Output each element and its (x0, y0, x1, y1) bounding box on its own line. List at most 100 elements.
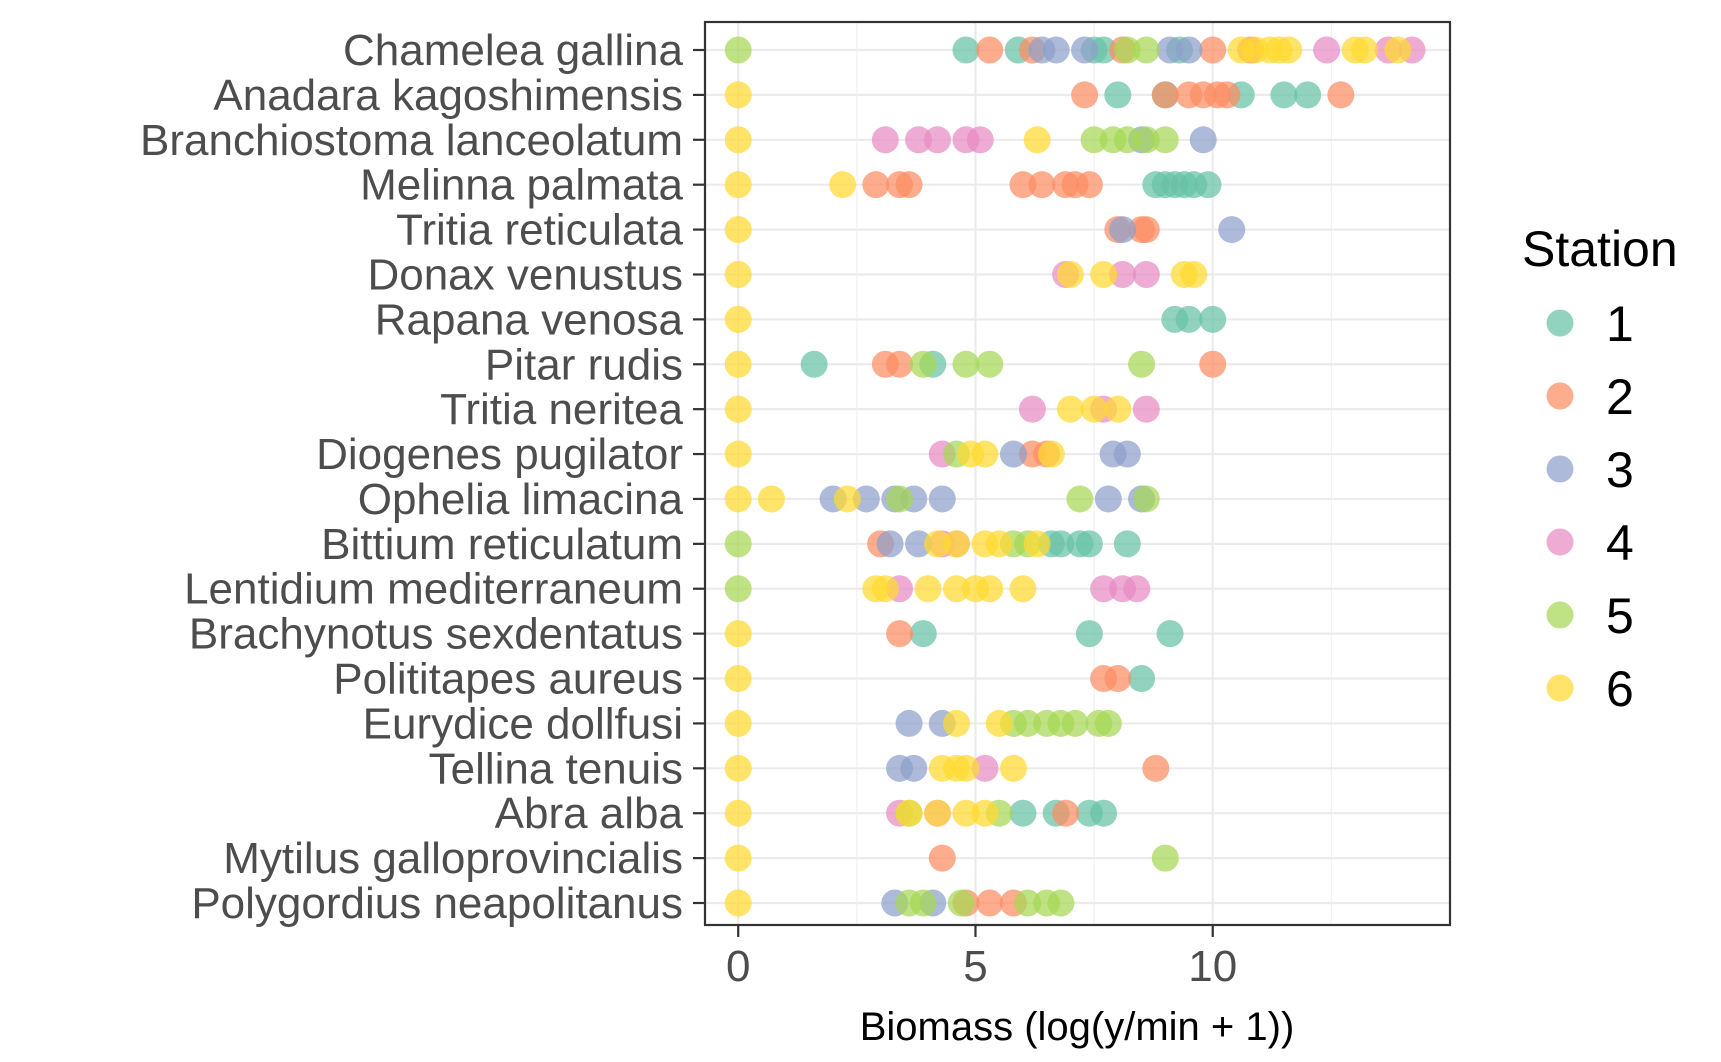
legend-label: 1 (1606, 296, 1634, 352)
data-point-station-2 (1028, 171, 1056, 199)
data-point-station-3 (852, 485, 880, 513)
plot-panel-border (703, 20, 1452, 927)
legend-key-4 (1546, 528, 1574, 556)
data-point-station-6 (924, 799, 952, 827)
data-point-station-5 (1014, 709, 1042, 737)
data-point-station-6 (724, 620, 752, 648)
y-tick-label: Mytilus galloprovincialis (223, 834, 683, 883)
data-point-station-6 (971, 799, 999, 827)
data-point-station-1 (1075, 530, 1103, 558)
data-point-station-6 (924, 530, 952, 558)
data-point-station-6 (724, 440, 752, 468)
x-tick-label: 0 (726, 942, 750, 991)
legend-label: 2 (1606, 369, 1634, 425)
data-point-station-2 (862, 171, 890, 199)
data-point-station-3 (876, 530, 904, 558)
data-point-station-2 (886, 620, 914, 648)
legend-key-3 (1546, 455, 1574, 483)
data-point-station-2 (1071, 81, 1099, 109)
data-point-station-6 (1080, 395, 1108, 423)
data-point-station-6 (942, 709, 970, 737)
data-point-station-2 (1132, 216, 1160, 244)
y-tick-label: Chamelea gallina (343, 26, 684, 75)
data-point-station-2 (1075, 171, 1103, 199)
data-point-station-5 (1128, 350, 1156, 378)
y-tick-label: Donax venustus (367, 250, 683, 299)
data-point-station-2 (1151, 81, 1179, 109)
data-point-station-3 (1218, 216, 1246, 244)
data-point-station-6 (942, 575, 970, 603)
data-point-station-5 (1132, 36, 1160, 64)
data-point-station-6 (1090, 260, 1118, 288)
data-point-station-1 (1294, 81, 1322, 109)
data-point-station-6 (724, 485, 752, 513)
data-point-station-3 (895, 709, 923, 737)
data-point-station-6 (724, 126, 752, 154)
x-tick-label: 5 (963, 942, 987, 991)
data-point-station-1 (1113, 530, 1141, 558)
data-point-station-1 (1194, 171, 1222, 199)
y-tick-label: Diogenes pugilator (316, 430, 683, 479)
data-point-station-4 (966, 126, 994, 154)
data-point-station-4 (1132, 260, 1160, 288)
data-point-station-3 (1113, 440, 1141, 468)
legend-label: 4 (1606, 515, 1634, 571)
data-point-station-6 (833, 485, 861, 513)
data-point-station-5 (1132, 126, 1160, 154)
data-point-station-1 (1156, 620, 1184, 648)
data-point-station-3 (1156, 36, 1184, 64)
data-point-station-6 (914, 575, 942, 603)
data-point-station-5 (724, 36, 752, 64)
data-point-station-6 (724, 350, 752, 378)
plot-panel (705, 22, 1450, 925)
data-point-station-6 (942, 530, 970, 558)
data-point-station-1 (1075, 620, 1103, 648)
data-point-station-2 (895, 171, 923, 199)
data-point-station-6 (724, 889, 752, 917)
data-point-station-6 (724, 754, 752, 782)
data-point-station-5 (1080, 126, 1108, 154)
data-point-station-5 (1014, 889, 1042, 917)
y-tick-label: Polititapes aureus (333, 655, 683, 704)
data-point-station-2 (1199, 350, 1227, 378)
data-point-station-6 (952, 799, 980, 827)
data-point-station-6 (1037, 440, 1065, 468)
data-point-station-3 (999, 440, 1027, 468)
data-point-station-1 (1175, 305, 1203, 333)
data-point-station-3 (1071, 36, 1099, 64)
data-point-station-5 (1094, 709, 1122, 737)
data-point-station-6 (976, 575, 1004, 603)
data-point-station-2 (1009, 171, 1037, 199)
data-point-station-6 (1104, 395, 1132, 423)
data-point-station-6 (1384, 36, 1412, 64)
y-tick-label: Anadara kagoshimensis (213, 71, 683, 120)
data-point-station-5 (724, 530, 752, 558)
y-tick-label: Tellina tenuis (429, 744, 683, 793)
data-point-station-2 (1199, 36, 1227, 64)
data-point-station-2 (976, 36, 1004, 64)
data-point-station-1 (952, 36, 980, 64)
data-point-station-6 (971, 440, 999, 468)
data-point-station-6 (724, 844, 752, 872)
data-point-station-6 (724, 260, 752, 288)
data-point-station-4 (1018, 395, 1046, 423)
data-point-station-1 (1009, 799, 1037, 827)
data-point-station-5 (1132, 485, 1160, 513)
data-point-station-6 (724, 81, 752, 109)
y-tick-label: Lentidium mediterraneum (184, 565, 683, 614)
data-point-station-5 (1061, 709, 1089, 737)
data-point-station-5 (724, 575, 752, 603)
data-point-station-5 (1151, 126, 1179, 154)
data-point-station-4 (924, 126, 952, 154)
y-tick-label: Abra alba (495, 789, 684, 838)
data-point-station-1 (909, 620, 937, 648)
y-tick-label: Rapana venosa (375, 295, 684, 344)
data-point-station-6 (829, 171, 857, 199)
data-point-station-6 (985, 530, 1013, 558)
data-point-station-5 (1113, 126, 1141, 154)
data-point-station-5 (886, 485, 914, 513)
data-point-station-1 (1047, 530, 1075, 558)
data-point-station-6 (724, 665, 752, 693)
x-tick-label: 10 (1188, 942, 1237, 991)
data-point-station-3 (928, 485, 956, 513)
